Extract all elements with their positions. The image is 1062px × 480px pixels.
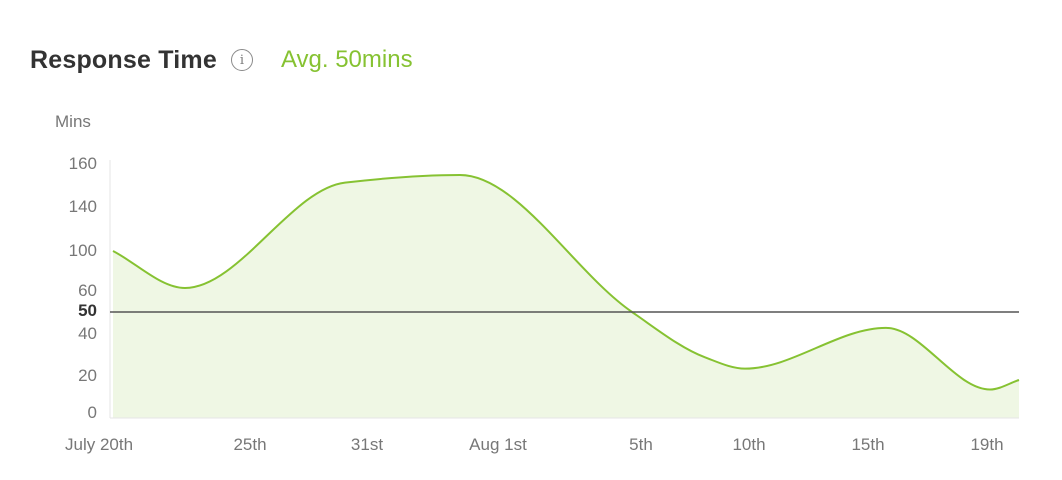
average-label: Avg. 50mins	[280, 46, 413, 73]
area-layer	[112, 173, 1020, 418]
x-tick-label: 19th	[970, 435, 1003, 454]
x-tick-label: Aug 1st	[469, 435, 527, 454]
x-tick-label: 31st	[351, 435, 383, 454]
y-tick-label: 40	[78, 324, 97, 343]
y-tick-label: 50	[78, 301, 97, 320]
axis-layer	[109, 160, 1019, 419]
y-tick-label: 160	[69, 154, 97, 173]
x-tick-label: 5th	[629, 435, 653, 454]
x-tick-label: 25th	[233, 435, 266, 454]
y-tick-label: 20	[78, 366, 97, 385]
x-tick-label: 10th	[732, 435, 765, 454]
chart-title: Response Time	[30, 45, 217, 74]
y-tick-label: 60	[78, 281, 97, 300]
chart-header: Response Time i Avg. 50mins	[30, 40, 413, 80]
x-tick-label: 15th	[851, 435, 884, 454]
x-tick-label: July 20th	[65, 435, 133, 454]
y-tick-label: 100	[69, 241, 97, 260]
y-tick-label: 0	[88, 403, 97, 422]
y-axis-title: Mins	[55, 112, 91, 131]
y-tick-label: 140	[69, 197, 97, 216]
area-fill	[113, 175, 1019, 418]
info-icon[interactable]: i	[230, 49, 253, 71]
